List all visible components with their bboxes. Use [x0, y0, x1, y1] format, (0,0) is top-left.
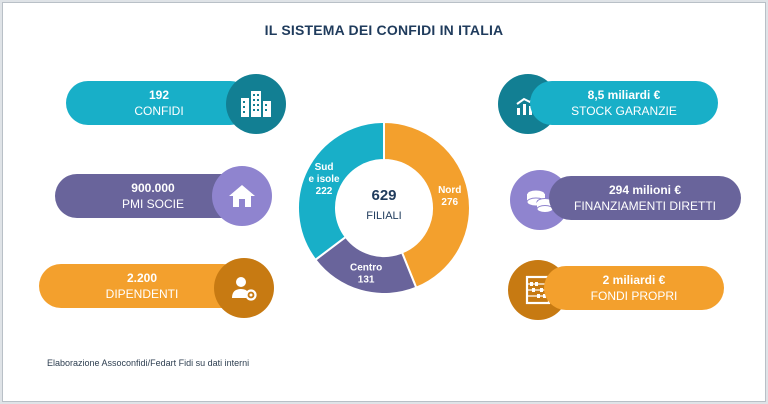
house-icon [212, 166, 272, 226]
donut-slice-label-1: Nord 276 [438, 185, 461, 208]
stat-garanzie-label: STOCK GARANZIE [571, 103, 677, 118]
donut-center-value: 629 [371, 187, 396, 204]
donut-slice-1 [383, 120, 471, 290]
stat-dipendenti-label: DIPENDENTI [105, 286, 179, 301]
stat-dipendenti-pill: 2.200 DIPENDENTI [39, 264, 245, 308]
stat-garanzie-pill: 8,5 miliardi € STOCK GARANZIE [530, 81, 718, 125]
donut-slice-3 [297, 120, 385, 262]
stat-confidi-label: CONFIDI [134, 103, 184, 118]
stat-finanziamenti-value: 294 milioni € [608, 182, 682, 197]
source-note: Elaborazione Assoconfidi/Fedart Fidi su … [47, 358, 250, 368]
stat-finanziamenti-label: FINANZIAMENTI DIRETTI [574, 198, 716, 213]
stat-pmi-value: 900.000 [131, 180, 175, 195]
donut-slice-label-2: Centro 131 [350, 263, 382, 286]
buildings-icon [226, 74, 286, 134]
stat-fondi-label: FONDI PROPRI [590, 288, 678, 303]
stat-pmi-label: PMI SOCIE [121, 196, 184, 211]
stat-confidi-value: 192 [148, 87, 170, 102]
stat-garanzie-value: 8,5 miliardi € [587, 87, 661, 102]
stat-fondi-value: 2 miliardi € [602, 272, 666, 287]
donut-center-label: FILIALI [366, 210, 401, 222]
employee-gear-icon [214, 258, 274, 318]
stat-finanziamenti-pill: 294 milioni € FINANZIAMENTI DIRETTI [549, 176, 741, 220]
stat-confidi-pill: 192 CONFIDI [66, 81, 252, 125]
donut-slice-label-3: Sud e isole 222 [308, 162, 340, 197]
stat-fondi-pill: 2 miliardi € FONDI PROPRI [544, 266, 724, 310]
stat-dipendenti-value: 2.200 [126, 270, 158, 285]
page-title: IL SISTEMA DEI CONFIDI IN ITALIA [264, 22, 504, 38]
